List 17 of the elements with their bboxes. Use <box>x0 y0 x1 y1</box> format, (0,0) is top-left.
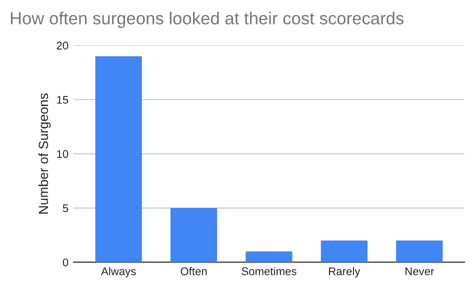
y-tick-label: 10 <box>57 150 68 158</box>
y-tick-label: 15 <box>57 96 68 104</box>
bar <box>95 56 142 262</box>
x-tick-label: Rarely <box>329 267 360 278</box>
chart-title: How often surgeons looked at their cost scorecards <box>10 12 404 28</box>
x-tick-label: Often <box>180 267 207 276</box>
x-tick-label: Always <box>101 267 136 278</box>
bar <box>246 251 292 262</box>
y-tick-label: 0 <box>62 258 68 266</box>
bar <box>170 208 218 262</box>
y-tick-label: 20 <box>56 42 68 50</box>
bar <box>320 240 368 262</box>
x-tick-label: Sometimes <box>242 267 296 276</box>
x-tick-label: Never <box>405 268 434 276</box>
bar <box>396 240 443 262</box>
y-tick-label: 5 <box>62 204 68 212</box>
y-axis-title: Number of Surgeons <box>38 93 51 214</box>
